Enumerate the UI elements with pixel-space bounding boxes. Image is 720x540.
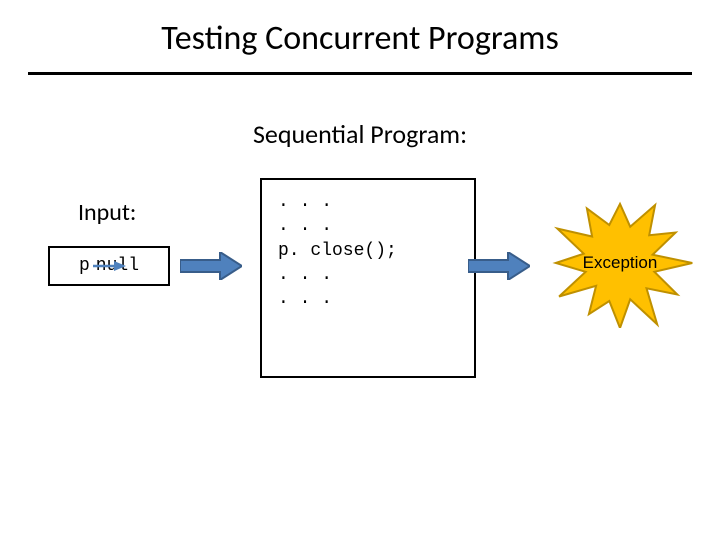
code-line: . . . <box>278 192 332 212</box>
block-arrow-icon <box>468 252 530 280</box>
code-box: . . . . . . p. close(); . . . . . . <box>260 178 476 378</box>
title-underline <box>28 72 692 75</box>
input-label: Input: <box>78 198 136 227</box>
code-line: . . . <box>278 289 332 309</box>
starburst-label: Exception <box>540 253 700 273</box>
block-arrow-icon <box>180 252 242 280</box>
page-title: Testing Concurrent Programs <box>0 18 720 59</box>
code-line: . . . <box>278 216 332 236</box>
exception-starburst: Exception <box>540 198 700 328</box>
subtitle: Sequential Program: <box>0 118 720 150</box>
input-box: p null <box>48 246 170 286</box>
input-var-p: p <box>79 256 90 276</box>
maps-to-arrow-icon <box>92 259 126 273</box>
code-line: . . . <box>278 265 332 285</box>
code-line: p. close(); <box>278 241 397 261</box>
